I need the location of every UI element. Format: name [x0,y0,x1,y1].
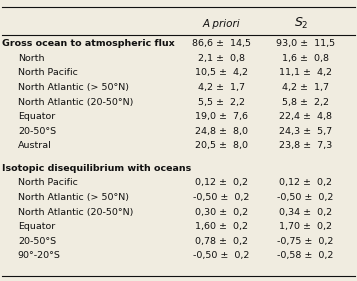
Text: North Atlantic (> 50°N): North Atlantic (> 50°N) [18,83,129,92]
Text: 20-50°S: 20-50°S [18,127,56,136]
Text: 10,5 ±  4,2: 10,5 ± 4,2 [195,68,248,77]
Text: -0,50 ±  0,2: -0,50 ± 0,2 [277,193,333,202]
Text: 24,8 ±  8,0: 24,8 ± 8,0 [195,127,248,136]
Text: 5,8 ±  2,2: 5,8 ± 2,2 [282,98,329,106]
Text: 86,6 ±  14,5: 86,6 ± 14,5 [192,39,251,48]
Text: Equator: Equator [18,112,55,121]
Text: -0,75 ±  0,2: -0,75 ± 0,2 [277,237,333,246]
Text: North Pacific: North Pacific [18,178,78,187]
Text: 1,60 ±  0,2: 1,60 ± 0,2 [195,222,248,231]
Text: Equator: Equator [18,222,55,231]
Text: North: North [18,54,44,63]
Text: 4,2 ±  1,7: 4,2 ± 1,7 [198,83,245,92]
Text: -0,50 ±  0,2: -0,50 ± 0,2 [193,193,250,202]
Text: 0,78 ±  0,2: 0,78 ± 0,2 [195,237,248,246]
Text: 22,4 ±  4,8: 22,4 ± 4,8 [279,112,332,121]
Text: 1,70 ±  0,2: 1,70 ± 0,2 [279,222,332,231]
Text: North Atlantic (20-50°N): North Atlantic (20-50°N) [18,98,133,106]
Text: North Atlantic (20-50°N): North Atlantic (20-50°N) [18,208,133,217]
Text: Gross ocean to atmospheric flux: Gross ocean to atmospheric flux [2,39,175,48]
Text: Austral: Austral [18,141,52,150]
Text: 24,3 ±  5,7: 24,3 ± 5,7 [279,127,332,136]
Text: 2,1 ±  0,8: 2,1 ± 0,8 [198,54,245,63]
Text: North Pacific: North Pacific [18,68,78,77]
Text: 4,2 ±  1,7: 4,2 ± 1,7 [282,83,329,92]
Text: $S_2$: $S_2$ [295,16,309,31]
Text: A priori: A priori [202,19,240,29]
Text: 90°-20°S: 90°-20°S [18,251,61,260]
Text: 0,12 ±  0,2: 0,12 ± 0,2 [195,178,248,187]
Text: 0,34 ±  0,2: 0,34 ± 0,2 [279,208,332,217]
Text: 11,1 ±  4,2: 11,1 ± 4,2 [279,68,332,77]
Text: 19,0 ±  7,6: 19,0 ± 7,6 [195,112,248,121]
Text: 20,5 ±  8,0: 20,5 ± 8,0 [195,141,248,150]
Text: 1,6 ±  0,8: 1,6 ± 0,8 [282,54,329,63]
Text: 93,0 ±  11,5: 93,0 ± 11,5 [276,39,335,48]
Text: 5,5 ±  2,2: 5,5 ± 2,2 [198,98,245,106]
Text: 23,8 ±  7,3: 23,8 ± 7,3 [278,141,332,150]
Text: 20-50°S: 20-50°S [18,237,56,246]
Text: -0,58 ±  0,2: -0,58 ± 0,2 [277,251,333,260]
Text: North Atlantic (> 50°N): North Atlantic (> 50°N) [18,193,129,202]
Text: 0,30 ±  0,2: 0,30 ± 0,2 [195,208,248,217]
Text: 0,12 ±  0,2: 0,12 ± 0,2 [279,178,332,187]
Text: -0,50 ±  0,2: -0,50 ± 0,2 [193,251,250,260]
Text: Isotopic disequilibrium with oceans: Isotopic disequilibrium with oceans [2,164,191,173]
